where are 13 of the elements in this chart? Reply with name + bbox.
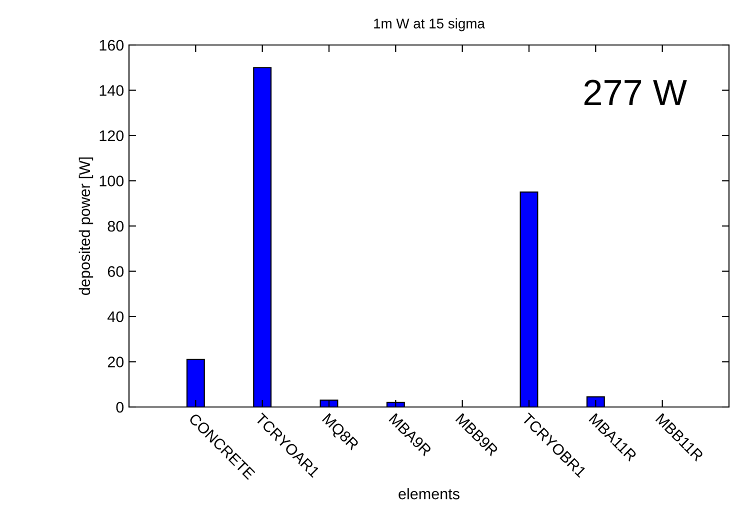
y-tick-label: 20 [108, 356, 124, 368]
y-tick-label: 100 [100, 176, 124, 186]
y-tick-label: 60 [108, 266, 124, 277]
y-tick-label: 80 [108, 220, 124, 232]
y-tick-label: 0 [116, 402, 124, 413]
y-tick-label: 40 [108, 311, 124, 322]
x-axis-title: elements [398, 488, 460, 500]
y-tick-label: 160 [100, 40, 124, 51]
annotation: 277 W [584, 80, 687, 106]
chart-title: 1m W at 15 sigma [374, 18, 485, 32]
y-tick-label: 140 [100, 85, 124, 96]
y-axis-title: deposited power [W] [78, 157, 94, 295]
y-tick-label: 120 [100, 130, 124, 142]
